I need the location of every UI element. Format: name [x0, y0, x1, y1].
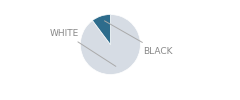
- Wedge shape: [80, 14, 140, 74]
- Text: BLACK: BLACK: [104, 21, 172, 56]
- Wedge shape: [92, 14, 110, 44]
- Text: WHITE: WHITE: [50, 29, 116, 66]
